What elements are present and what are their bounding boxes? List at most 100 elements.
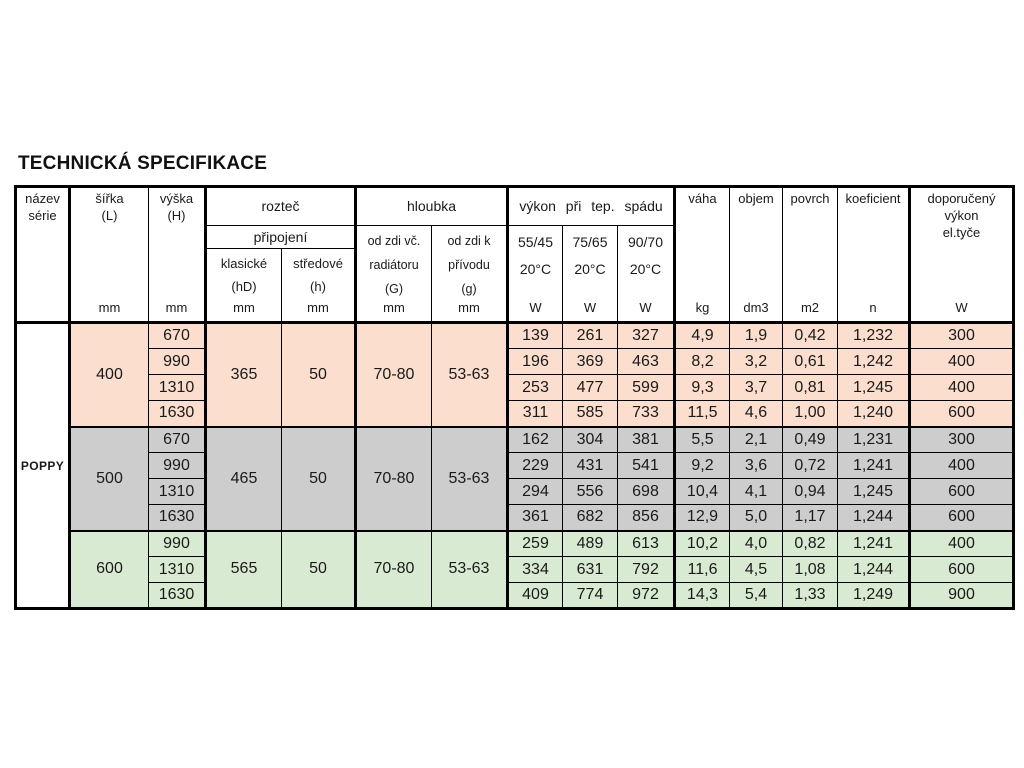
cell-vykon-5545: 334 <box>506 556 563 583</box>
cell-sirka: 600 <box>68 529 149 609</box>
cell-roztec-klasicke: 565 <box>204 529 282 609</box>
cell-vaha: 9,3 <box>673 374 730 401</box>
cell-doporuceny: 600 <box>908 556 1014 583</box>
cell-vaha: 10,4 <box>673 478 730 505</box>
label: 20°C <box>519 261 552 277</box>
cell-vykon-9070: 792 <box>617 556 675 583</box>
cell-koeficient: 1,241 <box>837 529 910 557</box>
cell-doporuceny: 400 <box>908 529 1014 557</box>
label: povrch <box>790 191 830 206</box>
label: váha <box>688 191 717 206</box>
cell-vykon-7565: 489 <box>562 529 618 557</box>
col-header-roztec: rozteč <box>204 186 356 226</box>
cell-vykon-7565: 304 <box>562 425 618 453</box>
cell-koeficient: 1,245 <box>837 374 910 401</box>
col-header-vykon: výkon při tep. spádu <box>506 186 675 226</box>
cell-roztec-stredove: 50 <box>281 425 356 531</box>
label: (H) <box>167 207 186 223</box>
cell-objem: 1,9 <box>729 321 783 349</box>
cell-vaha: 8,2 <box>673 348 730 375</box>
label: 55/45 <box>517 234 554 250</box>
label: radiátoru <box>369 258 419 272</box>
cell-vaha: 14,3 <box>673 582 730 609</box>
cell-vykon-5545: 162 <box>506 425 563 453</box>
cell-povrch: 0,72 <box>782 452 838 479</box>
label: výška <box>159 191 194 206</box>
cell-vyska: 990 <box>148 348 206 375</box>
cell-vykon-9070: 599 <box>617 374 675 401</box>
cell-koeficient: 1,244 <box>837 504 910 531</box>
cell-roztec-stredove: 50 <box>281 321 356 427</box>
col-header-nazev-serie: název série <box>15 186 70 323</box>
cell-vyska: 1630 <box>148 504 206 531</box>
col-header-od-zdi-k-privodu: od zdi k přívodu (g) mm <box>431 225 508 323</box>
cell-povrch: 0,49 <box>782 425 838 453</box>
label: klasické <box>220 256 268 271</box>
cell-vykon-7565: 774 <box>562 582 618 609</box>
cell-vyska: 1630 <box>148 582 206 609</box>
cell-koeficient: 1,242 <box>837 348 910 375</box>
label: (h) <box>310 279 326 294</box>
cell-vykon-5545: 139 <box>506 321 563 349</box>
col-header-hloubka: hloubka <box>354 186 508 226</box>
unit-label: W <box>639 300 652 316</box>
unit-label: mm <box>165 300 188 316</box>
label: (L) <box>101 207 118 223</box>
cell-vaha: 10,2 <box>673 529 730 557</box>
label: od zdi k <box>447 234 491 248</box>
label: objem <box>738 191 774 206</box>
cell-vykon-5545: 361 <box>506 504 563 531</box>
cell-povrch: 0,94 <box>782 478 838 505</box>
cell-objem: 5,0 <box>729 504 783 531</box>
label: 75/65 <box>572 234 608 250</box>
cell-vyska: 990 <box>148 452 206 479</box>
cell-povrch: 0,61 <box>782 348 838 375</box>
col-header-doporuceny-vykon: doporučený výkon el.tyče W <box>908 186 1014 323</box>
cell-hloubka-g-small: 53-63 <box>431 529 508 609</box>
cell-vykon-9070: 613 <box>617 529 675 557</box>
cell-sirka: 500 <box>68 425 149 531</box>
unit-label: W <box>583 300 597 316</box>
cell-vyska: 1630 <box>148 400 206 427</box>
col-header-grad-9070: 90/70 20°C W <box>617 225 675 323</box>
cell-koeficient: 1,244 <box>837 556 910 583</box>
cell-hloubka-g: 70-80 <box>354 529 432 609</box>
cell-povrch: 1,08 <box>782 556 838 583</box>
cell-vykon-7565: 556 <box>562 478 618 505</box>
cell-koeficient: 1,231 <box>837 425 910 453</box>
cell-koeficient: 1,241 <box>837 452 910 479</box>
cell-vaha: 9,2 <box>673 452 730 479</box>
cell-roztec-stredove: 50 <box>281 529 356 609</box>
unit-label: W <box>955 300 968 316</box>
unit-label: mm <box>98 300 121 316</box>
cell-vykon-5545: 259 <box>506 529 563 557</box>
cell-roztec-klasicke: 465 <box>204 425 282 531</box>
cell-vyska: 1310 <box>148 374 206 401</box>
cell-doporuceny: 600 <box>908 400 1014 427</box>
unit-label: W <box>529 300 542 316</box>
col-header-grad-7565: 75/65 20°C W <box>562 225 618 323</box>
cell-vykon-9070: 698 <box>617 478 675 505</box>
cell-vykon-9070: 972 <box>617 582 675 609</box>
cell-objem: 2,1 <box>729 425 783 453</box>
unit-label: n <box>869 300 877 316</box>
label: středové <box>293 256 343 271</box>
cell-povrch: 0,82 <box>782 529 838 557</box>
cell-hloubka-g: 70-80 <box>354 425 432 531</box>
cell-vaha: 4,9 <box>673 321 730 349</box>
label: od zdi vč. <box>367 234 421 248</box>
cell-doporuceny: 400 <box>908 452 1014 479</box>
cell-vykon-5545: 311 <box>506 400 563 427</box>
cell-hloubka-g: 70-80 <box>354 321 432 427</box>
col-header-grad-5545: 55/45 20°C W <box>506 225 563 323</box>
cell-vykon-5545: 253 <box>506 374 563 401</box>
cell-povrch: 1,33 <box>782 582 838 609</box>
cell-vykon-7565: 261 <box>562 321 618 349</box>
cell-objem: 4,6 <box>729 400 783 427</box>
unit-label: mm <box>383 300 405 316</box>
label: (g) <box>461 282 477 296</box>
cell-hloubka-g-small: 53-63 <box>431 425 508 531</box>
cell-objem: 3,6 <box>729 452 783 479</box>
cell-roztec-klasicke: 365 <box>204 321 282 427</box>
